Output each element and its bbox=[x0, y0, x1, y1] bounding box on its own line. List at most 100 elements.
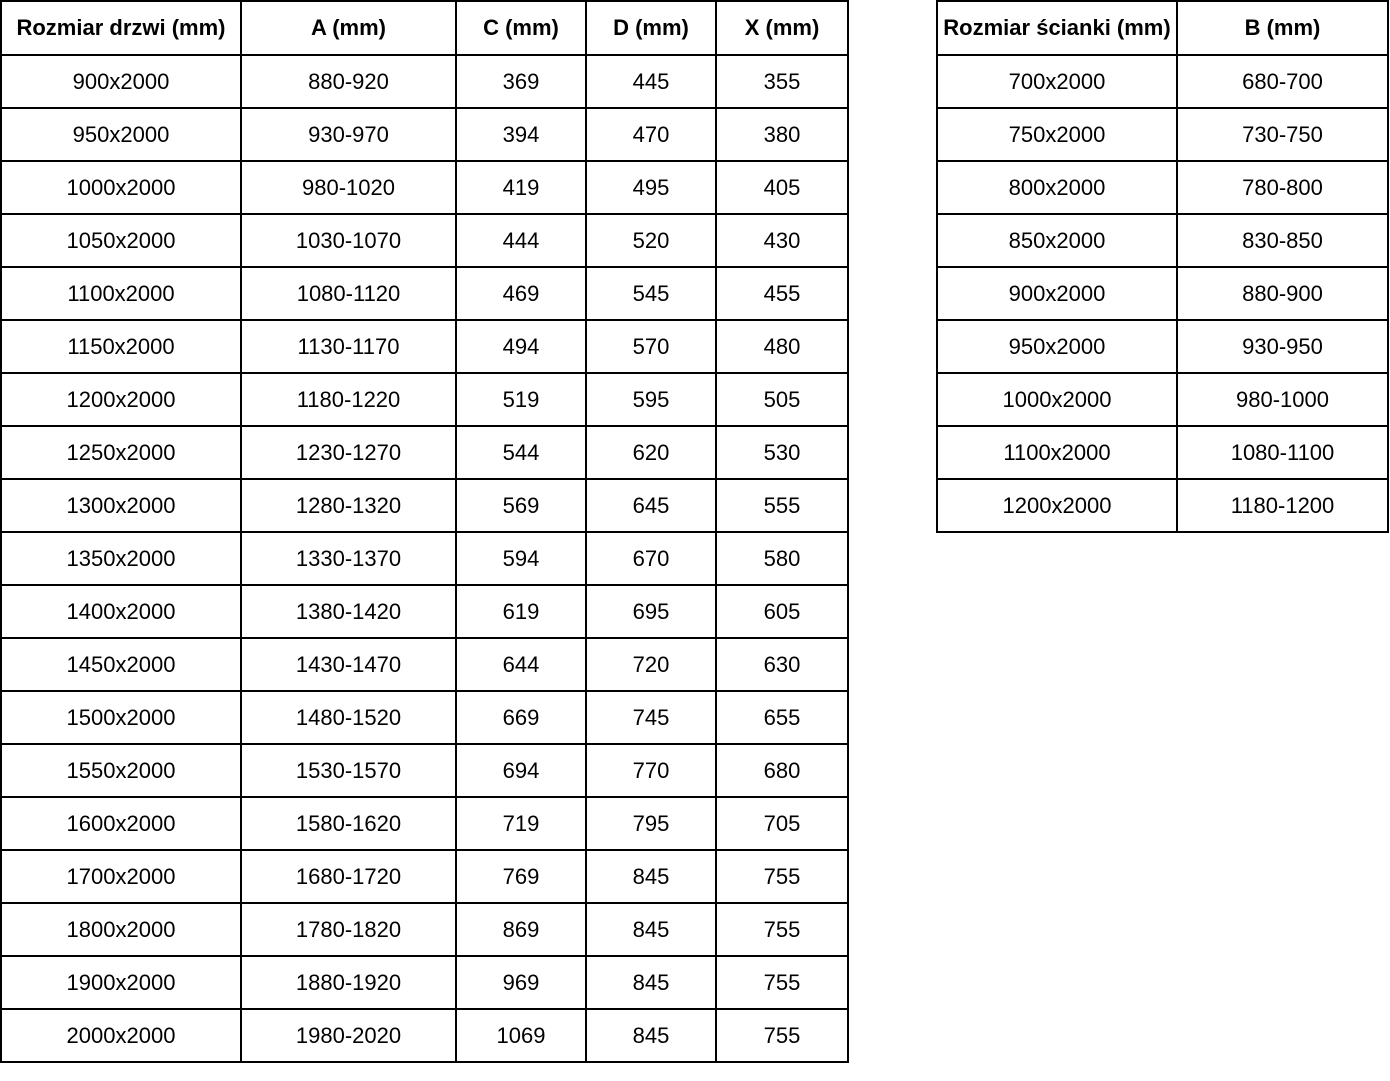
table-cell: 655 bbox=[715, 690, 849, 745]
table-row: 950x2000 930-950 bbox=[936, 319, 1389, 374]
table-cell: 1200x2000 bbox=[936, 478, 1178, 533]
table-row: 1100x2000 1080-1120 469 545 455 bbox=[0, 266, 849, 321]
wall-size-table: Rozmiar ścianki (mm) B (mm) 700x2000 680-7… bbox=[936, 0, 1389, 533]
table-cell: 1080-1120 bbox=[240, 266, 457, 321]
table-cell: 569 bbox=[455, 478, 587, 533]
table-cell: 730-750 bbox=[1176, 107, 1389, 162]
table-cell: 1000x2000 bbox=[936, 372, 1178, 427]
table-cell: 394 bbox=[455, 107, 587, 162]
table-cell: 720 bbox=[585, 637, 717, 692]
table-cell: 1680-1720 bbox=[240, 849, 457, 904]
table-cell: 594 bbox=[455, 531, 587, 586]
table-row: 1100x2000 1080-1100 bbox=[936, 425, 1389, 480]
table-cell: 380 bbox=[715, 107, 849, 162]
table-cell: 1530-1570 bbox=[240, 743, 457, 798]
table-cell: 1400x2000 bbox=[0, 584, 242, 639]
table-cell: 850x2000 bbox=[936, 213, 1178, 268]
table-cell: 570 bbox=[585, 319, 717, 374]
table-cell: 800x2000 bbox=[936, 160, 1178, 215]
table-cell: 1800x2000 bbox=[0, 902, 242, 957]
table-cell: 769 bbox=[455, 849, 587, 904]
table-cell: 619 bbox=[455, 584, 587, 639]
table-cell: 1150x2000 bbox=[0, 319, 242, 374]
table-cell: 1180-1220 bbox=[240, 372, 457, 427]
table-cell: 880-900 bbox=[1176, 266, 1389, 321]
table-cell: 470 bbox=[585, 107, 717, 162]
table-cell: 445 bbox=[585, 54, 717, 109]
table-cell: 770 bbox=[585, 743, 717, 798]
table-cell: 1030-1070 bbox=[240, 213, 457, 268]
table-row: 1050x2000 1030-1070 444 520 430 bbox=[0, 213, 849, 268]
table-cell: 755 bbox=[715, 955, 849, 1010]
table-cell: 1980-2020 bbox=[240, 1008, 457, 1063]
table-cell: 845 bbox=[585, 955, 717, 1010]
door-size-table: Rozmiar drzwi (mm) A (mm) C (mm) D (mm) X (m… bbox=[0, 0, 849, 1063]
table-row: 1300x2000 1280-1320 569 645 555 bbox=[0, 478, 849, 533]
table-cell: 780-800 bbox=[1176, 160, 1389, 215]
table-cell: 750x2000 bbox=[936, 107, 1178, 162]
table-row: 800x2000 780-800 bbox=[936, 160, 1389, 215]
table-cell: 705 bbox=[715, 796, 849, 851]
table-row: 700x2000 680-700 bbox=[936, 54, 1389, 109]
table-cell: 1580-1620 bbox=[240, 796, 457, 851]
table-cell: 1600x2000 bbox=[0, 796, 242, 851]
table-row: 1500x2000 1480-1520 669 745 655 bbox=[0, 690, 849, 745]
table-row: 850x2000 830-850 bbox=[936, 213, 1389, 268]
table-cell: 950x2000 bbox=[0, 107, 242, 162]
table-cell: 444 bbox=[455, 213, 587, 268]
header-row: Rozmiar ścianki (mm) B (mm) bbox=[936, 0, 1389, 56]
table-cell: 830-850 bbox=[1176, 213, 1389, 268]
table-row: 1400x2000 1380-1420 619 695 605 bbox=[0, 584, 849, 639]
table-cell: 980-1000 bbox=[1176, 372, 1389, 427]
table-cell: 1050x2000 bbox=[0, 213, 242, 268]
table-row: 950x2000 930-970 394 470 380 bbox=[0, 107, 849, 162]
table-cell: 1080-1100 bbox=[1176, 425, 1389, 480]
table-row: 1200x2000 1180-1220 519 595 505 bbox=[0, 372, 849, 427]
table-cell: 1500x2000 bbox=[0, 690, 242, 745]
table-cell: 530 bbox=[715, 425, 849, 480]
table-cell: 645 bbox=[585, 478, 717, 533]
table-cell: 1300x2000 bbox=[0, 478, 242, 533]
table-cell: 545 bbox=[585, 266, 717, 321]
table-cell: 1480-1520 bbox=[240, 690, 457, 745]
table-cell: 1100x2000 bbox=[0, 266, 242, 321]
column-header: Rozmiar drzwi (mm) bbox=[0, 0, 242, 56]
table-row: 2000x2000 1980-2020 1069 845 755 bbox=[0, 1008, 849, 1063]
table-cell: 845 bbox=[585, 849, 717, 904]
table-cell: 405 bbox=[715, 160, 849, 215]
table-cell: 1450x2000 bbox=[0, 637, 242, 692]
table-cell: 669 bbox=[455, 690, 587, 745]
table-cell: 755 bbox=[715, 849, 849, 904]
column-header: C (mm) bbox=[455, 0, 587, 56]
table-cell: 1350x2000 bbox=[0, 531, 242, 586]
table-row: 1200x2000 1180-1200 bbox=[936, 478, 1389, 533]
table-cell: 930-950 bbox=[1176, 319, 1389, 374]
table-row: 1800x2000 1780-1820 869 845 755 bbox=[0, 902, 849, 957]
table-cell: 1880-1920 bbox=[240, 955, 457, 1010]
table-cell: 900x2000 bbox=[936, 266, 1178, 321]
table-cell: 494 bbox=[455, 319, 587, 374]
table-cell: 1180-1200 bbox=[1176, 478, 1389, 533]
header-row: Rozmiar drzwi (mm) A (mm) C (mm) D (mm) X (m… bbox=[0, 0, 849, 56]
table-cell: 1000x2000 bbox=[0, 160, 242, 215]
table-cell: 1380-1420 bbox=[240, 584, 457, 639]
table-cell: 869 bbox=[455, 902, 587, 957]
table-cell: 519 bbox=[455, 372, 587, 427]
door-table-head: Rozmiar drzwi (mm) A (mm) C (mm) D (mm) X (m… bbox=[0, 0, 849, 56]
table-cell: 900x2000 bbox=[0, 54, 242, 109]
table-cell: 755 bbox=[715, 902, 849, 957]
table-cell: 1700x2000 bbox=[0, 849, 242, 904]
table-cell: 1069 bbox=[455, 1008, 587, 1063]
table-row: 1600x2000 1580-1620 719 795 705 bbox=[0, 796, 849, 851]
table-cell: 719 bbox=[455, 796, 587, 851]
table-cell: 680 bbox=[715, 743, 849, 798]
table-cell: 795 bbox=[585, 796, 717, 851]
table-cell: 755 bbox=[715, 1008, 849, 1063]
wall-table-body: 700x2000 680-700 750x2000 730-750 800x2000 78… bbox=[936, 54, 1389, 533]
table-cell: 1330-1370 bbox=[240, 531, 457, 586]
column-header: D (mm) bbox=[585, 0, 717, 56]
table-cell: 355 bbox=[715, 54, 849, 109]
column-header: X (mm) bbox=[715, 0, 849, 56]
column-header: Rozmiar ścianki (mm) bbox=[936, 0, 1178, 56]
